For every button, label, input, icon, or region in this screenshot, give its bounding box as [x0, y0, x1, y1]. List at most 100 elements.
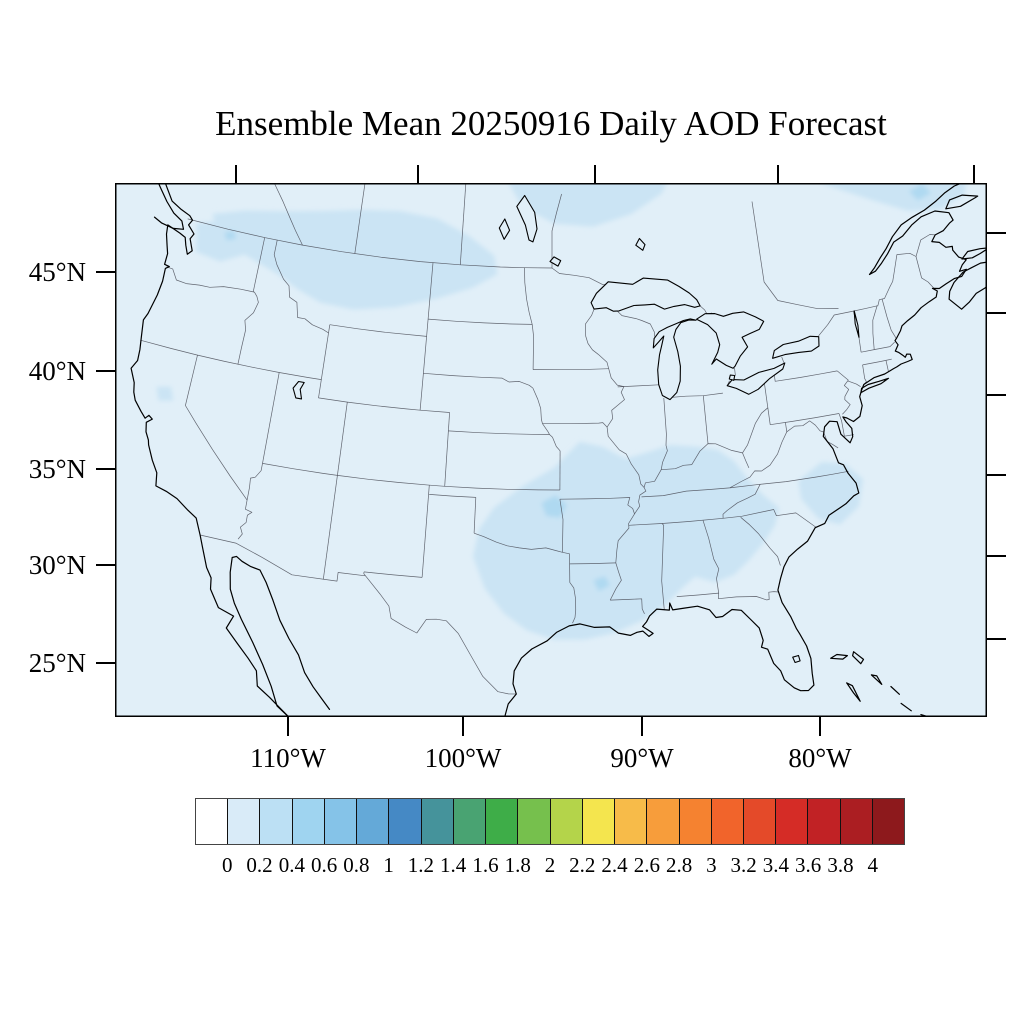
border-line — [200, 534, 366, 582]
border-line — [723, 509, 817, 528]
lakes — [292, 194, 860, 664]
state-borders — [140, 183, 936, 695]
top-tick — [594, 165, 596, 183]
border-line — [742, 452, 750, 469]
border-line — [237, 500, 253, 540]
lake — [792, 654, 801, 664]
border-line — [428, 318, 533, 325]
colorbar-tick-label: 1.8 — [504, 853, 531, 877]
coast-line — [153, 183, 185, 230]
border-line — [363, 571, 423, 578]
top-tick — [417, 165, 419, 183]
right-tick — [987, 555, 1006, 557]
lat-tick — [96, 468, 115, 470]
border-line — [734, 368, 736, 376]
lat-tick-label: 40°N — [28, 356, 86, 386]
aod-patch — [473, 441, 779, 640]
coast-line — [830, 653, 848, 660]
colorbar-tick-label: 2.4 — [601, 853, 628, 877]
border-line — [559, 499, 564, 553]
aod-patch — [224, 230, 237, 241]
border-line — [473, 532, 563, 553]
border-line — [252, 237, 266, 292]
lake — [549, 256, 562, 267]
border-line — [661, 523, 665, 611]
border-line — [273, 240, 329, 334]
border-line — [702, 520, 720, 599]
lon-tick-label: 90°W — [610, 743, 674, 773]
lon-tick-label: 110°W — [250, 743, 326, 773]
colorbar-segment — [646, 799, 679, 844]
border-line — [773, 370, 838, 382]
border-line — [459, 183, 467, 265]
colorbar-segment — [517, 799, 550, 844]
border-line — [329, 324, 427, 337]
colorbar-tick-label: 0.8 — [343, 853, 370, 877]
border-line — [862, 358, 892, 366]
lat-tick-label: 35°N — [28, 454, 86, 484]
border-line — [337, 402, 348, 476]
lat-tick-label: 25°N — [28, 648, 86, 678]
border-line — [551, 193, 562, 268]
colorbar-tick-label: 1.6 — [472, 853, 499, 877]
border-line — [628, 517, 724, 526]
coast-line — [504, 183, 967, 717]
colorbar-segment — [581, 799, 615, 844]
coast-line — [846, 682, 861, 702]
lat-tick-label: 30°N — [28, 550, 86, 580]
border-line — [318, 324, 331, 398]
coast-line — [945, 194, 979, 210]
border-line — [273, 183, 303, 246]
colorbar-tick-label: 0 — [222, 853, 233, 877]
border-line — [246, 463, 263, 501]
border-line — [836, 370, 851, 415]
border-line — [533, 368, 609, 371]
right-tick — [987, 312, 1006, 314]
border-line — [847, 380, 861, 387]
border-line — [448, 430, 550, 435]
right-tick — [987, 232, 1006, 234]
border-line — [549, 434, 561, 452]
colorbar-segment — [549, 799, 582, 844]
border-line — [676, 592, 719, 597]
right-tick — [987, 394, 1006, 396]
forecast-map — [115, 183, 987, 717]
lake — [516, 194, 538, 243]
border-line — [722, 484, 761, 519]
colorbar-segment — [742, 799, 776, 844]
colorbar-tick-label: 3.6 — [795, 853, 822, 877]
border-line — [562, 551, 577, 624]
colorbar-tick-label: 2.2 — [569, 853, 596, 877]
border-line — [606, 368, 647, 601]
colorbar-tick-label: 0.6 — [310, 853, 338, 877]
lake — [498, 218, 511, 240]
lake — [590, 277, 701, 312]
lat-tick — [96, 564, 115, 566]
colorbar-segment — [678, 799, 711, 844]
top-tick — [973, 165, 975, 183]
border-line — [617, 311, 656, 337]
colorbar-tick-label: 1 — [383, 853, 394, 877]
lon-tick — [641, 717, 643, 736]
border-line — [559, 497, 635, 515]
coast-line — [860, 377, 890, 394]
colorbar-tick-label: 3.4 — [762, 853, 790, 877]
border-line — [718, 591, 779, 601]
colorbar-tick-label: 2.6 — [633, 853, 660, 877]
colorbar — [195, 798, 905, 845]
border-line — [617, 384, 659, 388]
lake — [635, 237, 646, 251]
figure-title: Ensemble Mean 20250916 Daily AOD Forecas… — [215, 104, 887, 143]
colorbar-segment — [356, 799, 389, 844]
lon-tick-label: 100°W — [424, 743, 502, 773]
aod-patch — [593, 576, 610, 592]
lat-tick-label: 45°N — [28, 257, 86, 287]
border-line — [473, 497, 477, 534]
colorbar-segment — [323, 799, 357, 844]
colorbar-segment — [388, 799, 421, 844]
coast-line — [961, 247, 987, 260]
top-tick — [235, 165, 237, 183]
border-line — [166, 266, 255, 293]
colorbar-segment — [452, 799, 486, 844]
